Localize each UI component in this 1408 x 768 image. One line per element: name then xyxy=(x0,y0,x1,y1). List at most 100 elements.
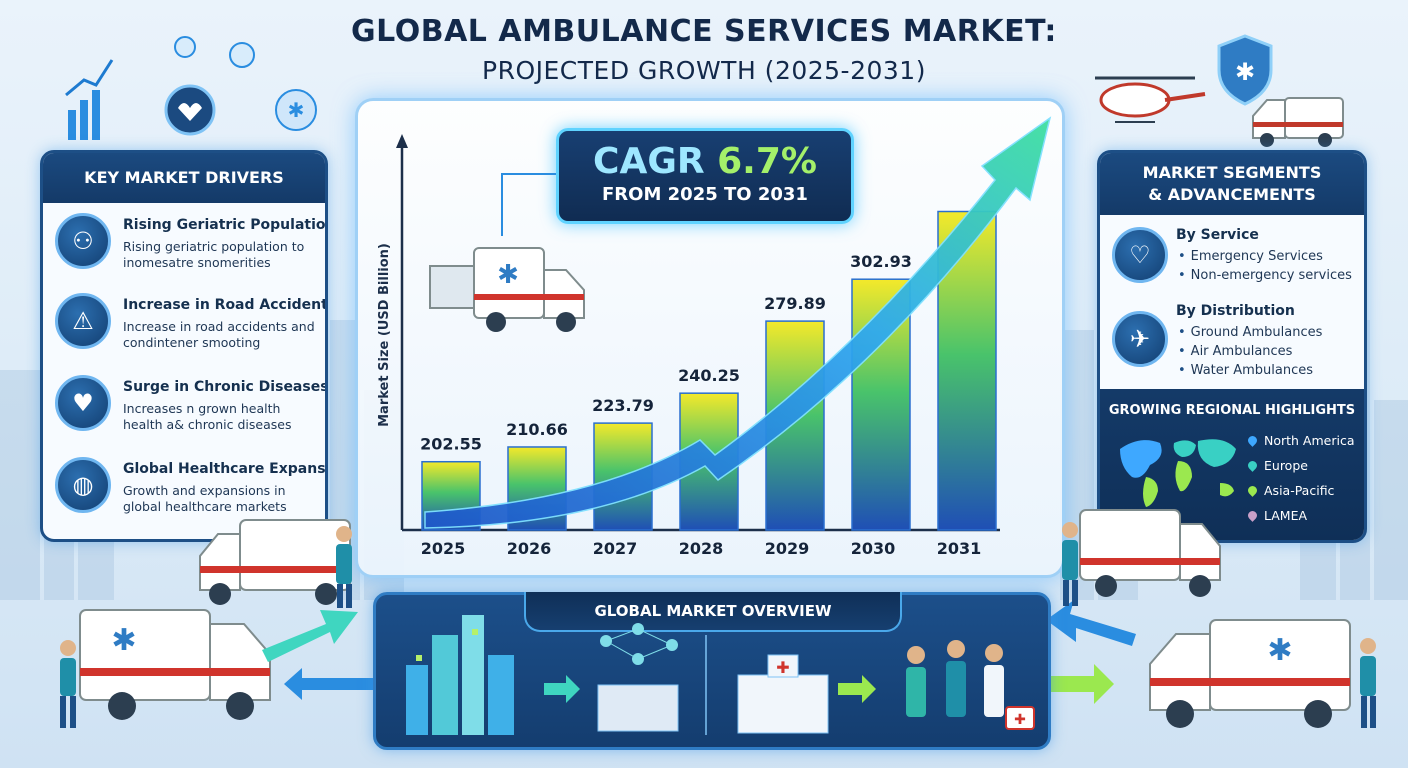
x-tick-label-2031: 2031 xyxy=(937,539,982,558)
segments-heading-line1: MARKET SEGMENTS xyxy=(1142,163,1322,182)
list-item: Air Ambulances xyxy=(1178,342,1322,361)
driver-title: Increase in Road Accidents xyxy=(123,297,328,313)
ambulance-icon xyxy=(199,519,351,605)
shield-medical-icon xyxy=(1217,34,1273,106)
driver-item: ⚠ Increase in Road Accidents Increase in… xyxy=(55,293,325,367)
heart-pulse-icon: ♥ xyxy=(55,375,111,431)
x-tick-label-2027: 2027 xyxy=(593,539,638,558)
drivers-heading: KEY MARKET DRIVERS xyxy=(43,153,325,203)
svg-text:✱: ✱ xyxy=(1235,58,1255,86)
segments-heading: MARKET SEGMENTS & ADVANCEMENTS xyxy=(1100,153,1364,215)
arrow-left-icon xyxy=(1050,600,1136,646)
cagr-callout: CAGR 6.7% FROM 2025 TO 2031 xyxy=(556,128,854,224)
region-name: North America xyxy=(1264,433,1355,448)
air-ambulance-cluster: ✱ xyxy=(1095,34,1344,147)
x-tick-label-2025: 2025 xyxy=(421,539,466,558)
svg-text:✱: ✱ xyxy=(288,98,305,122)
region-item: Europe xyxy=(1246,456,1355,481)
airplane-icon: ✈ xyxy=(1112,311,1168,367)
x-tick-label-2026: 2026 xyxy=(507,539,552,558)
svg-text:✱: ✱ xyxy=(111,623,136,658)
value-label-2029: 279.89 xyxy=(764,294,826,313)
driver-title: Global Healthcare Expansion xyxy=(123,461,328,477)
driver-item: ◍ Global Healthcare Expansion Growth and… xyxy=(55,457,325,531)
y-axis-label: Market Size (USD Billion) xyxy=(377,243,392,427)
region-name: LAMEA xyxy=(1264,508,1308,523)
hand-heart-icon: ♡ xyxy=(1112,227,1168,283)
overview-illustration: ✚ ✚ xyxy=(406,615,1035,735)
driver-desc: Rising geriatric population to inomesatr… xyxy=(123,239,305,270)
medic-figure-icon xyxy=(336,526,352,608)
service-list: Emergency Services Non-emergency service… xyxy=(1178,247,1352,285)
ambulance-illustration: ✱ xyxy=(429,247,585,332)
list-item: Non-emergency services xyxy=(1178,266,1352,285)
arrow-left-icon xyxy=(284,668,374,700)
list-item: Ground Ambulances xyxy=(1178,323,1323,342)
growth-trend-arrow xyxy=(424,116,1052,529)
driver-item: ♥ Surge in Chronic Diseases Increases n … xyxy=(55,375,325,449)
x-tick-label-2029: 2029 xyxy=(765,539,810,558)
driver-desc: Increase in road accidents and condinten… xyxy=(123,319,315,350)
driver-title: Surge in Chronic Diseases xyxy=(123,379,328,395)
gear-icon xyxy=(229,42,255,68)
ground-ambulance-left-illustration: ✱ xyxy=(60,519,374,728)
region-item: Asia-Pacific xyxy=(1246,481,1355,506)
chart-title: GLOBAL AMBULANCE SERVICES MARKET: xyxy=(351,14,1057,49)
location-pin-icon xyxy=(1246,434,1259,447)
arrow-right-icon xyxy=(262,610,358,662)
world-map-icon xyxy=(1120,439,1236,507)
x-tick-label-2030: 2030 xyxy=(851,539,896,558)
regional-title: GROWING REGIONAL HIGHLIGHTS xyxy=(1108,403,1356,418)
cagr-connector-line xyxy=(501,173,556,236)
ambulance-icon xyxy=(1252,97,1344,147)
chart-subtitle: PROJECTED GROWTH (2025-2031) xyxy=(482,56,926,85)
globe-icon: ◍ xyxy=(55,457,111,513)
segments-heading-line2: & ADVANCEMENTS xyxy=(1148,185,1316,204)
medic-figure-icon xyxy=(1360,638,1376,728)
arrow-right-icon xyxy=(838,675,876,703)
region-name: Europe xyxy=(1264,458,1308,473)
ambulance-icon: ✱ xyxy=(1149,619,1351,728)
ambulance-icon: ✱ xyxy=(79,609,271,720)
region-item: North America xyxy=(1246,431,1355,456)
ground-ambulance-right-illustration: ✱ xyxy=(1050,509,1376,728)
location-pin-icon xyxy=(1246,484,1259,497)
hospital-icon: ✚ xyxy=(737,654,829,734)
hospital-network-icon xyxy=(597,623,679,732)
medical-star-icon xyxy=(275,89,317,131)
cagr-value: CAGR 6.7% xyxy=(559,141,851,182)
market-segments-panel: MARKET SEGMENTS & ADVANCEMENTS ♡ By Serv… xyxy=(1097,150,1367,543)
car-crash-icon: ⚠ xyxy=(55,293,111,349)
global-market-overview-panel: GLOBAL MARKET OVERVIEW ✚ ✚ xyxy=(373,592,1051,750)
overview-title: GLOBAL MARKET OVERVIEW xyxy=(524,592,902,632)
smart-city-icon xyxy=(406,615,514,735)
driver-item: ⚇ Rising Geriatric Population Rising ger… xyxy=(55,213,325,287)
svg-text:✱: ✱ xyxy=(497,260,519,290)
location-pin-icon xyxy=(1246,459,1259,472)
cagr-period: FROM 2025 TO 2031 xyxy=(602,184,808,205)
helicopter-icon xyxy=(1095,76,1206,123)
growth-icons-cluster: ✱ xyxy=(65,36,317,140)
value-label-2025: 202.55 xyxy=(420,435,482,454)
wifi-icon xyxy=(174,36,196,58)
value-label-2027: 223.79 xyxy=(592,396,654,415)
driver-title: Rising Geriatric Population xyxy=(123,217,328,233)
driver-desc: Increases n grown health health a& chron… xyxy=(123,401,292,432)
distribution-list: Ground Ambulances Air Ambulances Water A… xyxy=(1178,323,1323,380)
cagr-prefix: CAGR xyxy=(593,141,718,182)
cagr-percent: 6.7% xyxy=(717,141,817,182)
region-list: North America Europe Asia-Pacific LAMEA xyxy=(1246,431,1355,531)
x-tick-label-2028: 2028 xyxy=(679,539,724,558)
svg-text:✚: ✚ xyxy=(1014,712,1026,728)
ambulance-icon xyxy=(1079,509,1221,597)
region-item: LAMEA xyxy=(1246,506,1355,531)
region-name: Asia-Pacific xyxy=(1264,483,1335,498)
svg-text:✚: ✚ xyxy=(776,658,789,677)
svg-text:✱: ✱ xyxy=(1267,633,1292,668)
value-label-2030: 302.93 xyxy=(850,252,912,271)
service-title: By Service xyxy=(1176,227,1259,243)
medic-figure-icon xyxy=(60,640,76,728)
value-label-2028: 240.25 xyxy=(678,366,740,385)
driver-desc: Growth and expansions in global healthca… xyxy=(123,483,287,514)
